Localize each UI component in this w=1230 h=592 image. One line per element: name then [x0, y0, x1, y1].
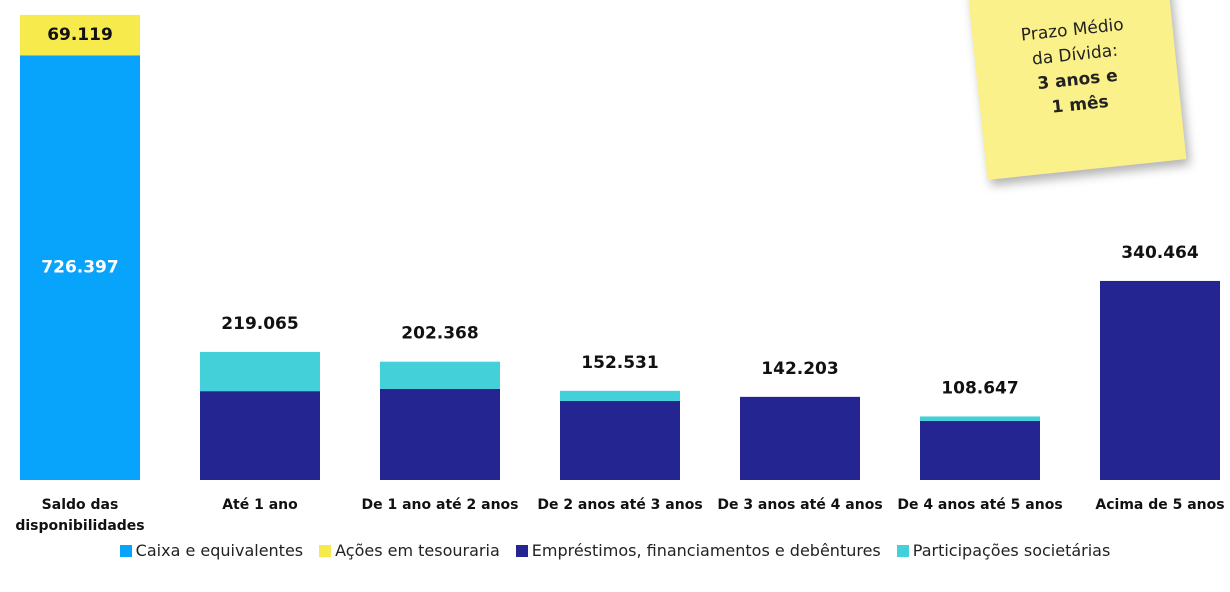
- bar-segment: [920, 416, 1040, 421]
- legend: Caixa e equivalentes Ações em tesouraria E…: [0, 541, 1230, 560]
- legend-swatch: [896, 544, 909, 557]
- bar-segment: [200, 351, 320, 392]
- bar-segment: [20, 14, 140, 56]
- bar-segment: [560, 400, 680, 480]
- total-label: 108.647: [941, 378, 1018, 398]
- bar-segment: [20, 55, 140, 481]
- legend-label: Empréstimos, financiamentos e debêntures: [531, 541, 881, 560]
- total-label: 219.065: [221, 314, 298, 334]
- x-tick-label: De 3 anos até 4 anos: [717, 497, 883, 513]
- x-tick-label: De 1 ano até 2 anos: [361, 497, 519, 513]
- legend-label: Ações em tesouraria: [335, 541, 500, 560]
- total-label: 340.464: [1121, 243, 1199, 263]
- bar-segment: [1100, 280, 1220, 480]
- legend-swatch: [515, 544, 528, 557]
- x-tick-label: Até 1 ano: [222, 497, 298, 513]
- bar-segment: [560, 390, 680, 401]
- bar-segment: [380, 388, 500, 480]
- x-tick-label: Acima de 5 anos: [1095, 497, 1225, 513]
- legend-swatch: [119, 544, 132, 557]
- legend-item: Participações societárias: [896, 541, 1111, 560]
- bar-segment: [380, 361, 500, 389]
- legend-item: Empréstimos, financiamentos e debêntures: [515, 541, 881, 560]
- bar-segment: [920, 420, 1040, 480]
- legend-item: Ações em tesouraria: [319, 541, 500, 560]
- total-label: 152.531: [581, 353, 658, 373]
- bar-segment: [200, 391, 320, 480]
- legend-label: Participações societárias: [912, 541, 1111, 560]
- legend-label: Caixa e equivalentes: [135, 541, 304, 560]
- total-label: 202.368: [401, 324, 478, 344]
- x-tick-label: De 4 anos até 5 anos: [897, 497, 1063, 513]
- x-tick-label: De 2 anos até 3 anos: [537, 497, 703, 513]
- x-tick-label: Saldo das disponibilidades: [15, 497, 145, 534]
- bar-segment: [740, 396, 860, 480]
- segment-label: 69.119: [47, 25, 113, 45]
- legend-swatch: [319, 544, 332, 557]
- total-label: 142.203: [761, 359, 838, 379]
- legend-item: Caixa e equivalentes: [119, 541, 304, 560]
- segment-label: 726.397: [41, 258, 118, 278]
- sticky-note: Prazo Médio da Dívida: 3 anos e 1 mês: [967, 0, 1187, 180]
